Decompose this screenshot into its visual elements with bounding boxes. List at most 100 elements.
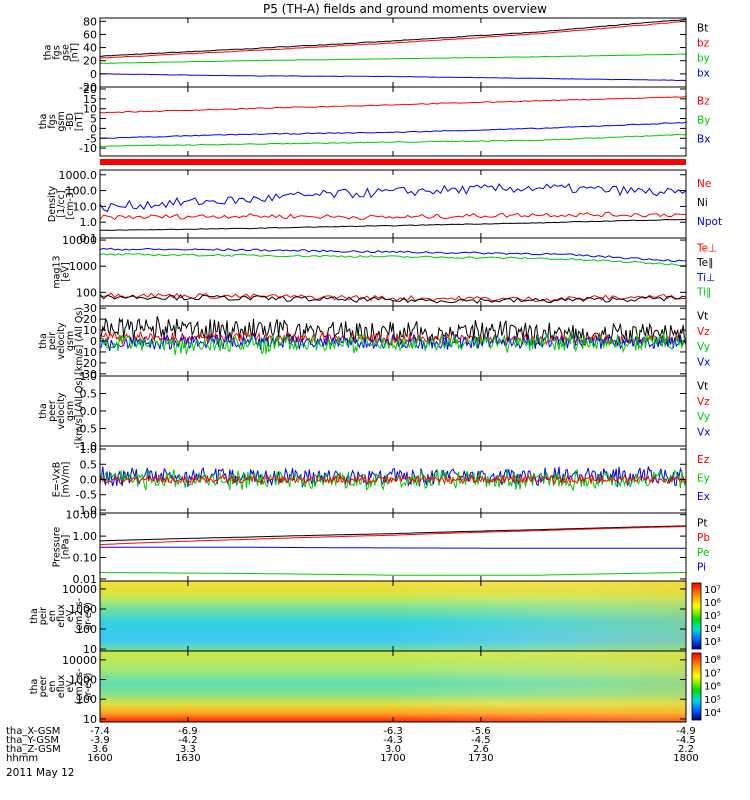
y-axis-label: tha bbox=[29, 608, 40, 624]
panel-peir-spec: 10⁷ 10⁶ 10⁵ 10⁴ 10³ 10000 1000 100 10 thapeirenef… bbox=[29, 580, 721, 656]
y-axis-label: tha bbox=[38, 333, 49, 349]
panel-density: 1000.0 100.0 10.0 1.0 0.1 Density[1/cc][cm-3]… bbox=[47, 169, 722, 245]
series-Pe bbox=[100, 572, 686, 576]
legend-Pi: Pi bbox=[697, 562, 706, 574]
legend-Vt: Vt bbox=[697, 381, 708, 393]
x-row-label: tha_Y-GSM bbox=[6, 735, 59, 746]
legend-Ne: Ne bbox=[697, 178, 711, 190]
legend-Pe: Pe bbox=[697, 547, 709, 559]
y-axis-label: [nT] bbox=[70, 43, 81, 62]
panel-frame bbox=[99, 237, 687, 307]
legend-by: by bbox=[697, 53, 710, 65]
y-axis-label: [1/cc] bbox=[56, 190, 67, 217]
series-Ni bbox=[99, 218, 687, 231]
y-axis-label: [mV/m] bbox=[61, 462, 72, 498]
panel-frame bbox=[99, 375, 687, 447]
legend-Pt: Pt bbox=[697, 517, 707, 529]
y-axis-label: eflux bbox=[56, 604, 67, 628]
series-Ez bbox=[99, 473, 687, 486]
panel-efield: 1.0 0.5 0.0 -0.5 -1.0 E=-VxB[mV/m] Ez Ey Ex bbox=[52, 443, 710, 517]
spectrogram-shade bbox=[100, 651, 686, 722]
y-tick-label: 10 bbox=[83, 324, 97, 337]
y-axis-label: tha bbox=[29, 679, 40, 695]
colorbar-label: 10⁶ bbox=[704, 682, 721, 693]
y-tick-label: 1.0 bbox=[80, 443, 98, 456]
legend-Ey: Ey bbox=[697, 472, 710, 484]
legend-Bx: Bx bbox=[697, 134, 710, 146]
y-tick-label: 0.5 bbox=[80, 458, 98, 471]
y-tick-label: 10 bbox=[83, 713, 97, 726]
y-axis-label: fgs bbox=[47, 114, 58, 128]
y-axis-label: gsm bbox=[56, 111, 67, 131]
y-tick-label: -1.0 bbox=[76, 504, 97, 517]
series-Ey bbox=[99, 468, 687, 493]
series-Pt bbox=[99, 525, 687, 542]
y-tick-label: 0.0 bbox=[80, 474, 98, 487]
x-tick-label: -4.3 bbox=[383, 735, 403, 746]
y-axis-label: sr-eV) bbox=[83, 602, 94, 630]
x-tick-label: -5.6 bbox=[471, 726, 491, 737]
y-axis-label: velocity bbox=[56, 322, 67, 360]
x-row-label: hhmm bbox=[6, 753, 38, 764]
x-tick-label: 1600 bbox=[87, 753, 112, 764]
y-tick-label: 10.00 bbox=[66, 509, 98, 522]
x-tick-label: -4.5 bbox=[676, 735, 696, 746]
y-tick-label: 100.0 bbox=[66, 185, 98, 198]
legend-bz: bz bbox=[697, 38, 710, 50]
x-tick-label: 2.2 bbox=[678, 744, 694, 755]
y-axis-label: peer bbox=[38, 676, 49, 698]
series-By bbox=[100, 121, 687, 139]
y-tick-label: 0 bbox=[90, 335, 97, 348]
y-axis-label: E=-VxB bbox=[52, 462, 63, 497]
x-tick-label: -3.9 bbox=[90, 735, 110, 746]
y-tick-label: 0.01 bbox=[73, 573, 98, 586]
panel-pressure: 10.00 1.00 0.10 0.01 Pressure[nPa] Pt Pb Pe Pi bbox=[52, 509, 711, 586]
y-axis-label: [km/s] (All Qs) bbox=[74, 307, 85, 375]
x-row-label: tha_X-GSM bbox=[6, 726, 60, 737]
legend-Bt: Bt bbox=[697, 23, 708, 35]
x-tick-label: 1630 bbox=[175, 753, 200, 764]
y-axis-label: [nT] bbox=[74, 112, 85, 131]
y-tick-label: 0.0 bbox=[80, 405, 98, 418]
series-Bt bbox=[99, 18, 687, 57]
y-axis-label: -BD bbox=[65, 113, 76, 130]
panel-frame bbox=[99, 169, 687, 239]
y-tick-label: 1000 bbox=[69, 603, 97, 616]
legend-bx: bx bbox=[697, 68, 710, 80]
legend-Te⊥: Te⊥ bbox=[696, 242, 717, 254]
y-tick-label: -1.0 bbox=[76, 440, 97, 453]
series-bx bbox=[99, 73, 687, 82]
series-Vy bbox=[99, 330, 687, 355]
legend-Npot: Npot bbox=[697, 216, 722, 228]
y-tick-label: 5 bbox=[90, 113, 97, 126]
y-axis-label: Density bbox=[47, 186, 58, 222]
y-axis-label: sr-eV) bbox=[83, 673, 94, 701]
y-tick-label: 10 bbox=[83, 103, 97, 116]
y-tick-label: -10 bbox=[79, 142, 97, 155]
panel-peer-spec: 10⁸ 10⁷ 10⁶ 10⁵ 10⁴ 10000 1000 100 10 thapeerenef… bbox=[29, 650, 721, 726]
legend-Ni: Ni bbox=[697, 197, 708, 209]
y-tick-label: 1.0 bbox=[80, 216, 98, 229]
y-axis-label: mag13 bbox=[52, 255, 63, 288]
x-tick-label: 1730 bbox=[468, 753, 493, 764]
y-axis-label: [km/s] (All Qs) bbox=[74, 377, 85, 445]
panel-frame bbox=[99, 86, 687, 157]
y-tick-label: 100 bbox=[76, 286, 97, 299]
y-axis-label: fgs bbox=[52, 45, 63, 59]
x-tick-label: -4.2 bbox=[178, 735, 198, 746]
y-tick-label: 30 bbox=[83, 302, 97, 315]
panel-peer-vel: 1.0 0.5 0.0 -0.5 -1.0 thapeervelocitygsm[km/s… bbox=[38, 370, 710, 453]
colorbar bbox=[691, 652, 702, 721]
series-Pi bbox=[100, 546, 686, 549]
colorbar-label: 10⁴ bbox=[704, 624, 721, 635]
y-tick-label: 1000 bbox=[69, 674, 97, 687]
x-tick-label: -6.9 bbox=[178, 726, 198, 737]
y-axis-label: gsm bbox=[65, 401, 76, 421]
y-tick-label: 1.0 bbox=[80, 370, 98, 383]
legend-Vx: Vx bbox=[697, 426, 710, 438]
y-axis-label: (cm2-s- bbox=[74, 598, 85, 634]
legend-By: By bbox=[697, 114, 710, 126]
legend-Pb: Pb bbox=[697, 532, 710, 544]
colorbar-label: 10⁵ bbox=[704, 695, 721, 706]
